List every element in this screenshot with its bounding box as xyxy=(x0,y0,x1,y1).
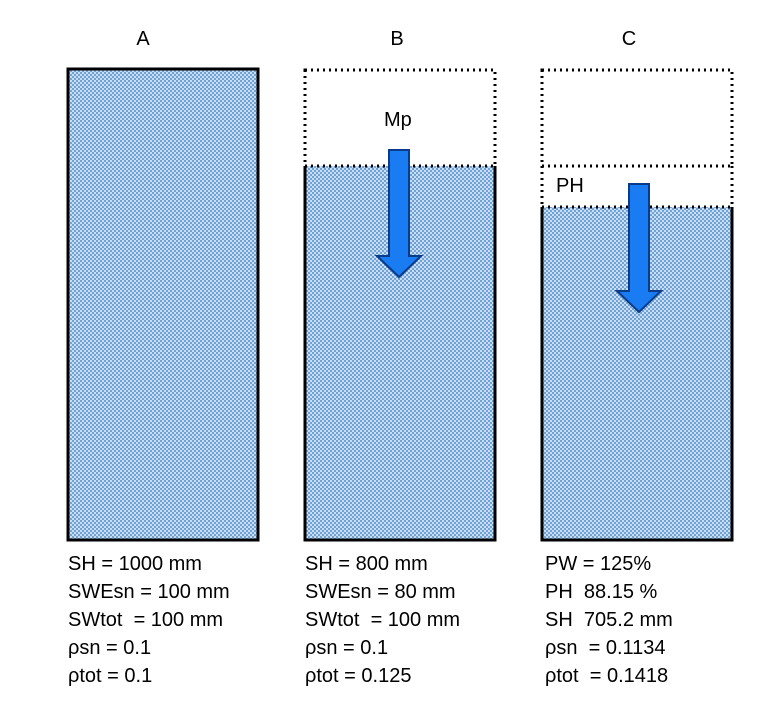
column-a-snowpack xyxy=(66,67,260,542)
column-c-outline xyxy=(540,207,734,542)
column-c-ph-layer-sides xyxy=(540,166,734,207)
column-b-removed-layer xyxy=(303,68,497,168)
column-b-stat: SH = 800 mm xyxy=(305,553,428,575)
column-c-stat: ρtot = 0.1418 xyxy=(545,665,668,687)
column-a-stat: ρsn = 0.1 xyxy=(68,637,151,659)
column-a-stat: SWEsn = 100 mm xyxy=(68,581,230,603)
column-c-stat: SH 705.2 mm xyxy=(545,609,673,631)
column-b-outline xyxy=(303,166,497,542)
column-c-stat: PW = 125% xyxy=(545,553,651,575)
column-a-stat: SH = 1000 mm xyxy=(68,553,202,575)
ph-label: PH xyxy=(556,175,584,197)
column-b-stat: ρtot = 0.125 xyxy=(305,665,411,687)
column-c-label: C xyxy=(622,28,636,50)
column-b-stat: ρsn = 0.1 xyxy=(305,637,388,659)
column-c-stat: PH 88.15 % xyxy=(545,581,658,603)
column-c-stat: ρsn = 0.1134 xyxy=(545,637,666,659)
column-a-stat: SWtot = 100 mm xyxy=(68,609,223,631)
column-a-label: A xyxy=(136,28,150,50)
mp-label: Mp xyxy=(384,109,412,131)
column-b-down-arrow-icon xyxy=(374,149,424,279)
column-b-stat: SWtot = 100 mm xyxy=(305,609,460,631)
column-c-removed-layer xyxy=(540,68,734,168)
column-c-down-arrow-icon xyxy=(614,183,664,314)
column-a-stat: ρtot = 0.1 xyxy=(68,665,152,687)
column-b-stat: SWEsn = 80 mm xyxy=(305,581,456,603)
column-b-label: B xyxy=(390,28,403,50)
